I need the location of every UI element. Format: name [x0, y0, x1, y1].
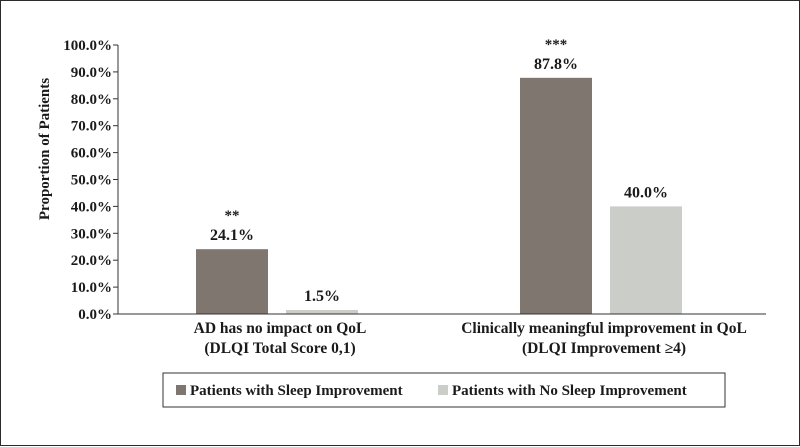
legend-swatch [438, 385, 448, 395]
y-tick-label: 70.0% [71, 119, 112, 135]
y-axis-ticks: 0.0% 10.0% 20.0% 30.0% 40.0% 50.0% 60.0% 70.0% 8… [63, 38, 118, 323]
category-label: AD has no impact on QoL [194, 320, 367, 337]
legend-swatch [176, 385, 186, 395]
bar [286, 309, 358, 314]
significance-marker: ** [225, 208, 240, 224]
y-tick-label: 10.0% [71, 280, 112, 296]
significance-marker: *** [545, 37, 568, 53]
data-label: 40.0% [624, 184, 668, 201]
category-labels: AD has no impact on QoL (DLQI Total Score… [194, 320, 747, 357]
category-label: (DLQI Improvement ≥4) [522, 340, 686, 357]
y-tick-label: 60.0% [71, 146, 112, 162]
legend: Patients with Sleep Improvement Patients … [162, 372, 726, 408]
y-tick-label: 40.0% [71, 199, 112, 215]
y-axis-label: Proportion of Patients [37, 78, 53, 220]
y-tick-label: 0.0% [78, 307, 112, 323]
bars [196, 77, 682, 315]
bar [196, 249, 268, 314]
bar [520, 77, 592, 315]
y-tick-label: 100.0% [63, 38, 112, 54]
data-label: 87.8% [534, 56, 578, 73]
y-tick-label: 30.0% [71, 226, 112, 242]
legend-label: Patients with No Sleep Improvement [452, 383, 687, 399]
y-tick-label: 50.0% [71, 173, 112, 189]
data-label: 24.1% [210, 227, 254, 244]
category-label: Clinically meaningful improvement in QoL [461, 320, 747, 337]
bar [610, 206, 682, 314]
y-tick-label: 20.0% [71, 253, 112, 269]
y-tick-label: 80.0% [71, 92, 112, 108]
axes [117, 45, 766, 315]
y-tick-label: 90.0% [71, 65, 112, 81]
data-label: 1.5% [304, 288, 340, 305]
data-labels: 24.1% ** 1.5% 87.8% *** 40.0% [210, 37, 668, 305]
legend-label: Patients with Sleep Improvement [190, 383, 403, 399]
category-label: (DLQI Total Score 0,1) [204, 340, 355, 357]
